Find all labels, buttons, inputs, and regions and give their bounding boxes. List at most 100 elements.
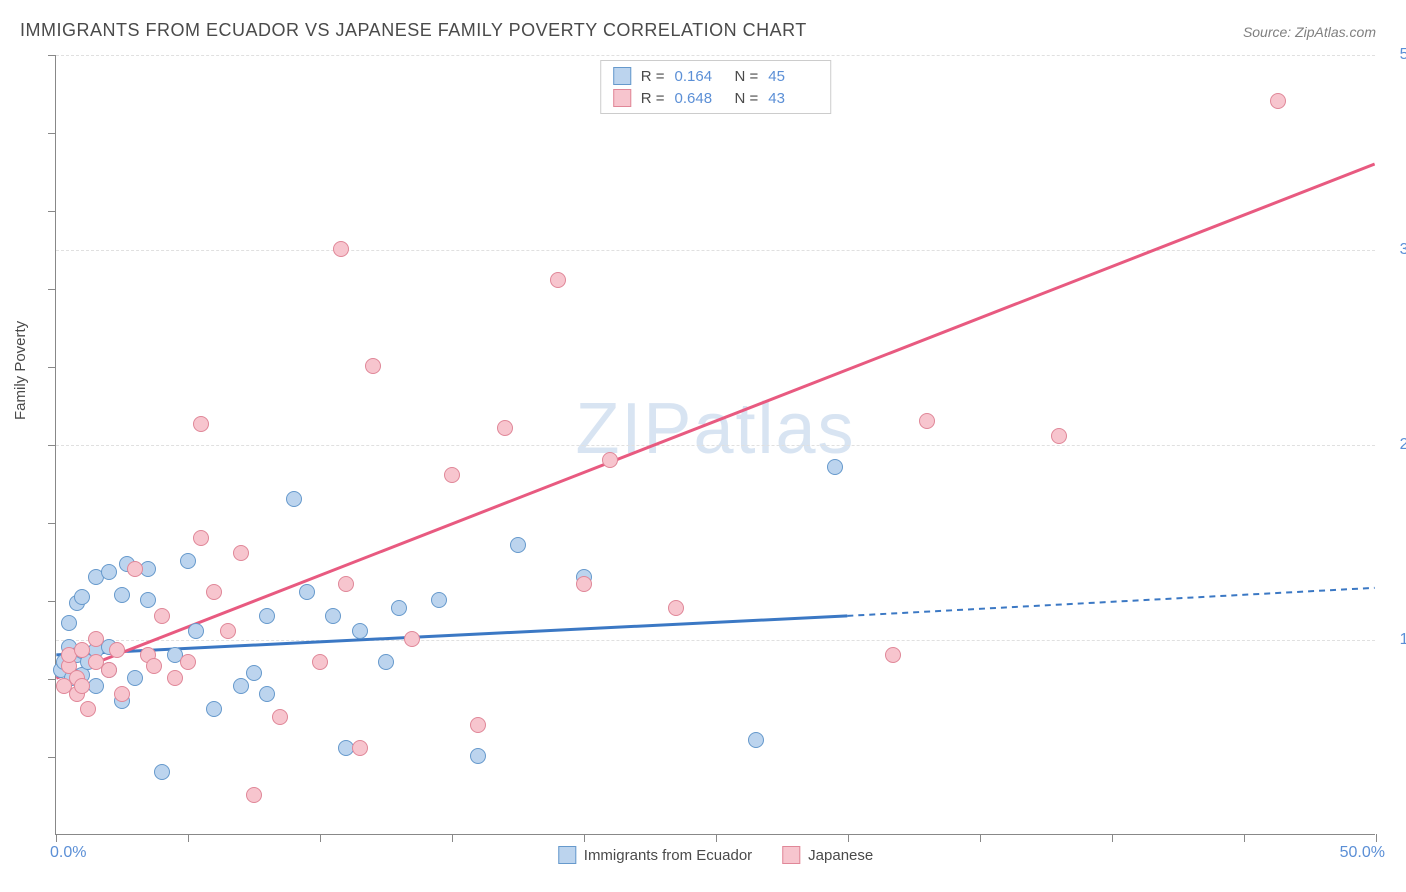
data-point-series2 [885,647,901,663]
x-tick [320,834,321,842]
y-tick [48,289,56,290]
chart-container: IMMIGRANTS FROM ECUADOR VS JAPANESE FAMI… [0,0,1406,892]
x-tick [1112,834,1113,842]
data-point-series2 [576,576,592,592]
y-tick [48,367,56,368]
data-point-series1 [378,654,394,670]
gridline [56,640,1375,641]
y-tick [48,601,56,602]
data-point-series2 [220,623,236,639]
y-tick [48,757,56,758]
data-point-series2 [74,642,90,658]
data-point-series2 [127,561,143,577]
data-point-series2 [146,658,162,674]
data-point-series1 [259,686,275,702]
data-point-series2 [272,709,288,725]
stats-row-series2: R = 0.648 N = 43 [613,87,819,109]
data-point-series1 [233,678,249,694]
x-tick [716,834,717,842]
data-point-series1 [286,491,302,507]
stats-row-series1: R = 0.164 N = 45 [613,65,819,87]
data-point-series2 [206,584,222,600]
legend-swatch-series1 [558,846,576,864]
data-point-series2 [497,420,513,436]
data-point-series1 [510,537,526,553]
y-tick [48,523,56,524]
gridline [56,250,1375,251]
data-point-series2 [180,654,196,670]
x-tick [1244,834,1245,842]
data-point-series2 [365,358,381,374]
data-point-series2 [109,642,125,658]
data-point-series1 [206,701,222,717]
y-tick-label: 12.5% [1385,631,1406,649]
data-point-series2 [233,545,249,561]
y-tick [48,679,56,680]
y-axis-label: Family Poverty [12,321,29,420]
data-point-series1 [748,732,764,748]
data-point-series1 [391,600,407,616]
x-tick [188,834,189,842]
plot-area: ZIPatlas 12.5%25.0%37.5%50.0% R = 0.164 … [55,55,1375,835]
source-attribution: Source: ZipAtlas.com [1243,24,1376,40]
data-point-series1 [188,623,204,639]
data-point-series2 [668,600,684,616]
data-point-series1 [127,670,143,686]
chart-title: IMMIGRANTS FROM ECUADOR VS JAPANESE FAMI… [20,20,807,41]
data-point-series2 [602,452,618,468]
data-point-series2 [114,686,130,702]
y-tick [48,211,56,212]
data-point-series1 [154,764,170,780]
data-point-series2 [1051,428,1067,444]
data-point-series1 [61,615,77,631]
data-point-series2 [193,416,209,432]
data-point-series2 [1270,93,1286,109]
data-point-series1 [246,665,262,681]
data-point-series1 [140,592,156,608]
x-tick [584,834,585,842]
gridline [56,445,1375,446]
data-point-series1 [470,748,486,764]
data-point-series2 [444,467,460,483]
y-tick-label: 25.0% [1385,436,1406,454]
data-point-series2 [470,717,486,733]
swatch-series2 [613,89,631,107]
x-tick [980,834,981,842]
x-tick [1376,834,1377,842]
y-tick [48,55,56,56]
data-point-series2 [154,608,170,624]
data-point-series2 [167,670,183,686]
y-tick-label: 50.0% [1385,46,1406,64]
data-point-series1 [299,584,315,600]
data-point-series2 [333,241,349,257]
data-point-series1 [352,623,368,639]
data-point-series1 [325,608,341,624]
y-tick [48,445,56,446]
data-point-series2 [88,631,104,647]
data-point-series1 [259,608,275,624]
gridline [56,55,1375,56]
y-tick [48,133,56,134]
legend-item-series2: Japanese [782,846,873,864]
x-axis-max-label: 50.0% [1340,844,1385,862]
data-point-series1 [101,564,117,580]
bottom-legend: Immigrants from Ecuador Japanese [558,846,873,864]
data-point-series1 [827,459,843,475]
data-point-series1 [180,553,196,569]
data-point-series2 [193,530,209,546]
data-point-series2 [338,576,354,592]
x-axis-min-label: 0.0% [50,844,86,862]
data-point-series2 [550,272,566,288]
y-tick-label: 37.5% [1385,241,1406,259]
data-point-series2 [80,701,96,717]
data-point-series2 [919,413,935,429]
swatch-series1 [613,67,631,85]
x-tick [56,834,57,842]
data-point-series1 [431,592,447,608]
data-point-series2 [312,654,328,670]
x-tick [848,834,849,842]
data-point-series2 [74,678,90,694]
stats-legend-box: R = 0.164 N = 45 R = 0.648 N = 43 [600,60,832,114]
data-point-series2 [404,631,420,647]
data-point-series1 [114,587,130,603]
